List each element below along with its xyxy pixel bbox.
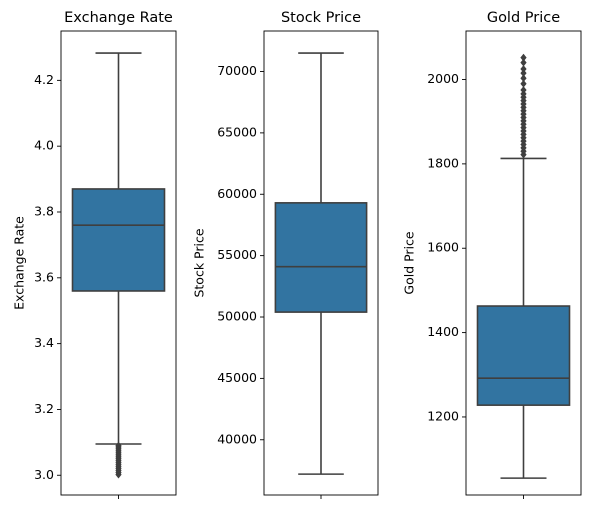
- plot-frame: [60, 30, 177, 496]
- outlier-point: [115, 441, 122, 450]
- y-tick-label: 70000: [217, 63, 257, 78]
- y-tick-label: 1400: [427, 324, 459, 339]
- outlier-point: [520, 58, 527, 67]
- panel-title: Stock Price: [281, 10, 361, 26]
- outlier-point: [520, 74, 527, 83]
- panel-1: Exchange Rate Exchange Rate 3.0 3.2 3.4 3.6 3.…: [12, 10, 177, 499]
- iqr-box: [71, 188, 166, 292]
- y-tick-label: 1200: [427, 408, 459, 423]
- panel-title: Exchange Rate: [64, 10, 173, 26]
- y-tick-label: 65000: [217, 124, 257, 139]
- y-tick-label: 3.0: [34, 467, 54, 482]
- outlier-point: [520, 86, 527, 94]
- y-tick-label: 4.0: [34, 138, 54, 153]
- y-tick-label: 3.6: [34, 269, 54, 284]
- y-axis-label: Exchange Rate: [12, 216, 27, 310]
- panel-3: Gold Price Gold Price 1200 1400 1600 1800 2000: [402, 10, 582, 499]
- y-tick-label: 3.8: [34, 203, 54, 218]
- plot-frame: [263, 30, 379, 496]
- outlier-point: [520, 69, 527, 78]
- outlier-point: [520, 53, 527, 62]
- plot-frame: [465, 30, 582, 496]
- y-tick-label: 55000: [217, 247, 257, 262]
- outlier-point: [520, 79, 527, 88]
- y-tick-label: 40000: [217, 431, 257, 446]
- iqr-box: [476, 305, 571, 406]
- y-tick-label: 1800: [427, 155, 459, 170]
- y-axis-label: Stock Price: [192, 228, 207, 297]
- y-tick-label: 60000: [217, 186, 257, 201]
- y-tick-label: 3.2: [34, 401, 54, 416]
- panel-2: Stock Price Stock Price 40000 45000 50000 550…: [192, 10, 379, 499]
- y-tick-label: 3.4: [34, 335, 54, 350]
- y-tick-label: 4.2: [34, 72, 54, 87]
- y-tick-label: 2000: [427, 71, 459, 86]
- y-axis-label: Gold Price: [402, 231, 417, 295]
- y-tick-label: 45000: [217, 370, 257, 385]
- iqr-box: [274, 202, 368, 313]
- panel-title: Gold Price: [487, 10, 560, 26]
- outlier-point: [520, 65, 527, 73]
- y-tick-label: 1600: [427, 240, 459, 255]
- y-tick-label: 50000: [217, 309, 257, 324]
